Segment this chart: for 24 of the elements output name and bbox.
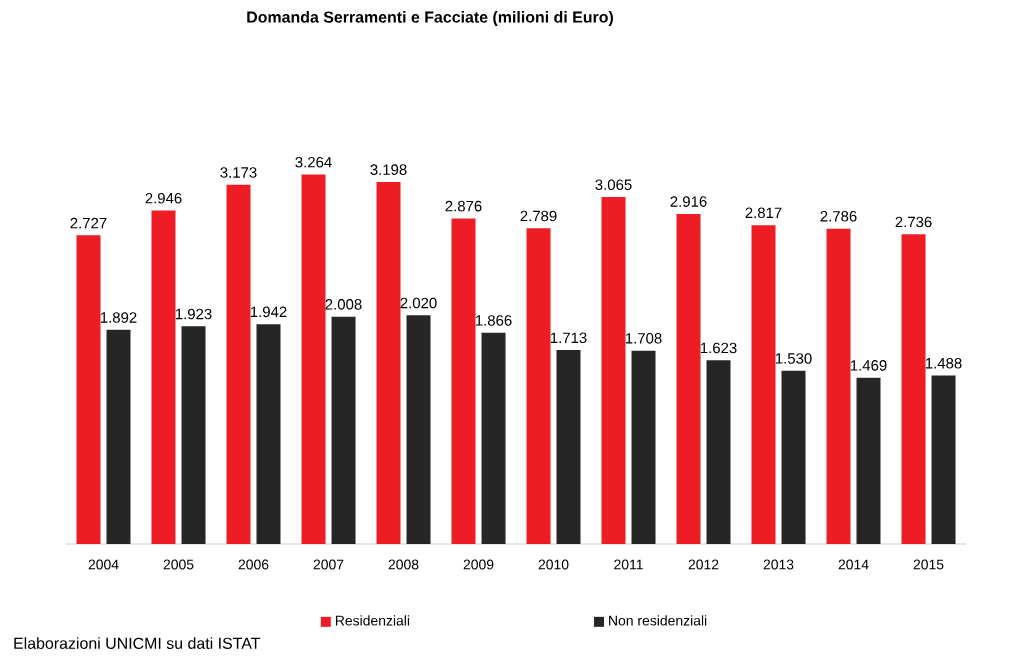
bar xyxy=(901,234,926,544)
bar xyxy=(181,326,206,544)
bar xyxy=(226,184,251,544)
bar xyxy=(376,182,401,544)
bar xyxy=(631,350,656,544)
bar xyxy=(451,218,476,544)
bar xyxy=(76,235,101,544)
bar xyxy=(826,228,851,544)
bar xyxy=(331,316,356,544)
bar xyxy=(526,228,551,544)
bar xyxy=(256,324,281,544)
bar xyxy=(706,360,731,544)
bar xyxy=(601,197,626,544)
bar xyxy=(856,377,881,544)
bar xyxy=(301,174,326,544)
bar xyxy=(781,370,806,544)
bar xyxy=(676,213,701,544)
bar xyxy=(556,350,581,544)
bar xyxy=(106,329,131,544)
bar xyxy=(406,315,431,544)
bar xyxy=(931,375,956,544)
bar xyxy=(151,210,176,544)
bar xyxy=(751,225,776,544)
bar xyxy=(481,332,506,544)
